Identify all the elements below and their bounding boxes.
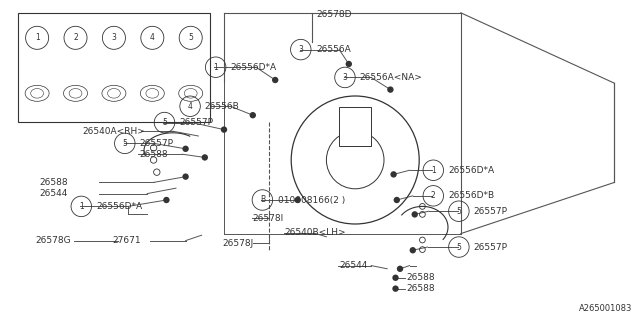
- Text: 26557P: 26557P: [474, 207, 508, 216]
- Ellipse shape: [410, 247, 416, 253]
- Text: 26557P: 26557P: [140, 139, 173, 148]
- Text: 26578D: 26578D: [317, 10, 352, 19]
- Text: 26578G: 26578G: [35, 236, 71, 245]
- Text: 3: 3: [111, 33, 116, 42]
- Text: 26556D*A: 26556D*A: [96, 202, 142, 211]
- Ellipse shape: [397, 266, 403, 272]
- Text: 26557P: 26557P: [179, 118, 213, 127]
- Text: 1: 1: [35, 33, 40, 42]
- Text: 26540B<LH>: 26540B<LH>: [285, 228, 346, 237]
- Text: 26544: 26544: [339, 261, 367, 270]
- Bar: [18, 13, 210, 122]
- Text: 26556B: 26556B: [205, 102, 239, 111]
- Ellipse shape: [182, 146, 189, 152]
- Text: 3: 3: [342, 73, 348, 82]
- Text: 26588: 26588: [40, 178, 68, 187]
- Ellipse shape: [272, 77, 278, 83]
- Ellipse shape: [394, 197, 400, 203]
- Ellipse shape: [390, 171, 397, 178]
- Text: 5: 5: [188, 33, 193, 42]
- Text: 5: 5: [122, 139, 127, 148]
- Text: 26557P: 26557P: [474, 243, 508, 252]
- Ellipse shape: [163, 197, 170, 203]
- Ellipse shape: [182, 173, 189, 180]
- Ellipse shape: [221, 126, 227, 133]
- Text: 26556D*A: 26556D*A: [230, 63, 276, 72]
- Text: 1: 1: [431, 166, 436, 175]
- Text: 4: 4: [188, 102, 193, 111]
- Text: 010008166(2 ): 010008166(2 ): [278, 196, 346, 204]
- Ellipse shape: [387, 86, 394, 93]
- Text: 26540A<RH>: 26540A<RH>: [82, 127, 145, 136]
- Ellipse shape: [412, 211, 418, 218]
- Text: 1: 1: [213, 63, 218, 72]
- Ellipse shape: [392, 275, 399, 281]
- Ellipse shape: [202, 154, 208, 161]
- Text: 4: 4: [150, 33, 155, 42]
- Ellipse shape: [346, 61, 352, 67]
- Text: 27671: 27671: [112, 236, 141, 245]
- Text: 2: 2: [73, 33, 78, 42]
- Text: 26556A<NA>: 26556A<NA>: [360, 73, 422, 82]
- Text: 26578I: 26578I: [253, 214, 284, 223]
- Text: 5: 5: [456, 207, 461, 216]
- Text: A265001083: A265001083: [579, 304, 632, 313]
- Text: 2: 2: [431, 191, 436, 200]
- Text: 26544: 26544: [40, 189, 68, 198]
- Text: 26556D*B: 26556D*B: [448, 191, 494, 200]
- FancyBboxPatch shape: [339, 107, 371, 146]
- Text: 1: 1: [79, 202, 84, 211]
- Ellipse shape: [294, 197, 301, 203]
- Text: 26588: 26588: [406, 284, 435, 293]
- Text: 26588: 26588: [140, 150, 168, 159]
- Text: 26588: 26588: [406, 273, 435, 282]
- Text: B: B: [260, 196, 265, 204]
- Text: 26578J: 26578J: [223, 239, 254, 248]
- Text: 26556A: 26556A: [317, 45, 351, 54]
- Text: 3: 3: [298, 45, 303, 54]
- Text: 26556D*A: 26556D*A: [448, 166, 494, 175]
- Ellipse shape: [250, 112, 256, 118]
- Text: 5: 5: [162, 118, 167, 127]
- Ellipse shape: [392, 285, 399, 292]
- Text: 5: 5: [456, 243, 461, 252]
